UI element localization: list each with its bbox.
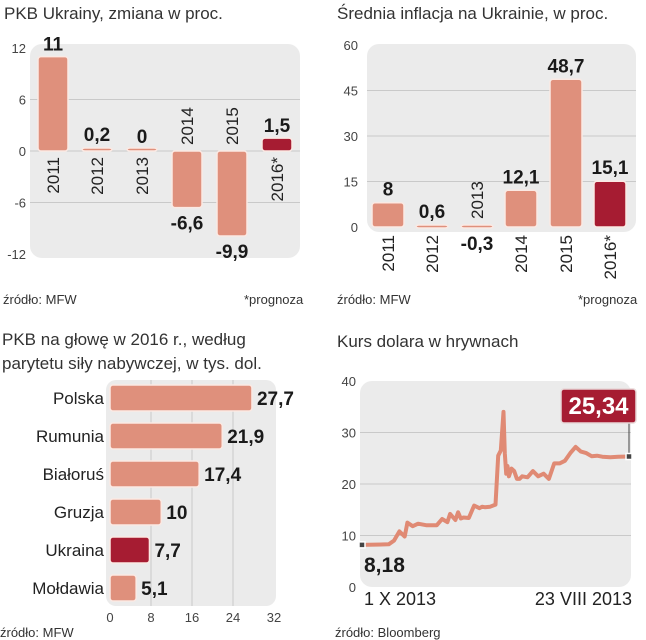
chart2-category-label: 2013 bbox=[468, 181, 487, 219]
chart3-category-label: Rumunia bbox=[36, 427, 105, 446]
chart1-note: *prognoza bbox=[244, 292, 304, 307]
chart4-ytick-label: 10 bbox=[342, 529, 356, 544]
chart3-bar bbox=[109, 422, 223, 450]
chart2-value-label: -0,3 bbox=[461, 234, 494, 255]
chart3-bar bbox=[109, 536, 151, 564]
chart1-bar bbox=[37, 55, 69, 152]
chart1-value-label: 0 bbox=[137, 127, 148, 148]
chart3-xtick-label: 24 bbox=[226, 610, 240, 625]
chart1-source: źródło: MFW bbox=[3, 292, 77, 307]
chart4-ytick-label: 40 bbox=[342, 374, 356, 389]
chart1-ytick-label: 6 bbox=[19, 93, 26, 108]
chart3-category-label: Gruzja bbox=[54, 503, 105, 522]
chart3-value-label: 10 bbox=[166, 503, 187, 524]
chart3-title-line2: parytetu siły nabywczej, w tys. dol. bbox=[2, 354, 262, 373]
chart1-category-label: 2016* bbox=[268, 157, 287, 202]
chart1-bar bbox=[171, 150, 203, 209]
chart1-ytick-label: -6 bbox=[14, 196, 26, 211]
chart3-value-label: 5,1 bbox=[141, 579, 168, 600]
chart4-x-start-label: 1 X 2013 bbox=[364, 589, 436, 609]
chart3-bar bbox=[109, 574, 137, 602]
chart3-value-label: 7,7 bbox=[154, 541, 180, 562]
chart4-ytick-label: 20 bbox=[342, 477, 356, 492]
chart3-category-label: Ukraina bbox=[45, 541, 104, 560]
chart2-category-label: 2014 bbox=[512, 235, 531, 273]
chart2-value-label: 15,1 bbox=[592, 158, 629, 179]
chart2-value-label: 12,1 bbox=[503, 167, 540, 188]
chart2-ytick-label: 60 bbox=[344, 38, 358, 53]
chart1-category-label: 2014 bbox=[178, 107, 197, 145]
chart4-series-line bbox=[360, 409, 631, 547]
chart3-value-label: 27,7 bbox=[257, 389, 294, 410]
chart2-source: źródło: MFW bbox=[337, 292, 411, 307]
chart2-bar bbox=[593, 180, 627, 228]
chart1-value-label: 0,2 bbox=[84, 125, 110, 146]
chart4-source: źródło: Bloomberg bbox=[335, 625, 441, 640]
chart2-ytick-label: 15 bbox=[344, 175, 358, 190]
chart4-callout-box bbox=[560, 388, 637, 424]
chart1-title: PKB Ukrainy, zmiana w proc. bbox=[4, 4, 223, 23]
chart3-plot-area bbox=[106, 380, 276, 606]
chart2-bar bbox=[371, 201, 405, 228]
chart2-bar bbox=[415, 224, 449, 229]
chart1-bar bbox=[126, 147, 158, 152]
chart3-bar bbox=[109, 498, 162, 526]
chart3-title-line1: PKB na głowę w 2016 r., według bbox=[2, 330, 246, 349]
chart1-bar bbox=[216, 150, 248, 237]
chart1-ytick-label: 0 bbox=[19, 144, 26, 159]
chart3-value-label: 21,9 bbox=[227, 427, 264, 448]
chart1-value-label: -9,9 bbox=[216, 242, 249, 263]
chart3-xtick-label: 16 bbox=[185, 610, 199, 625]
chart4-end-value-label: 25,34 bbox=[568, 393, 629, 420]
chart3-xtick-label: 0 bbox=[106, 610, 113, 625]
chart2-category-label: 2011 bbox=[379, 235, 398, 272]
chart3-category-label: Białoruś bbox=[43, 465, 104, 484]
chart2-bar bbox=[549, 78, 583, 228]
chart2-note: *prognoza bbox=[578, 292, 638, 307]
chart4-x-end-label: 23 VIII 2013 bbox=[535, 589, 632, 609]
chart2-value-label: 0,6 bbox=[419, 202, 445, 223]
chart1-category-label: 2015 bbox=[223, 107, 242, 145]
chart3-xtick-label: 8 bbox=[147, 610, 154, 625]
chart2-value-label: 8 bbox=[383, 180, 394, 201]
chart2-category-label: 2015 bbox=[557, 235, 576, 273]
chart2-category-label: 2012 bbox=[423, 235, 442, 273]
chart2-ytick-label: 30 bbox=[344, 129, 358, 144]
chart2-ytick-label: 45 bbox=[344, 84, 358, 99]
chart1-value-label: -6,6 bbox=[171, 214, 204, 235]
chart3-bar bbox=[109, 384, 253, 412]
chart1-bar bbox=[261, 137, 293, 152]
chart2-value-label: 48,7 bbox=[548, 56, 585, 77]
chart1-bar bbox=[81, 147, 113, 152]
chart2-bar bbox=[460, 224, 494, 229]
chart3-source: źródło: MFW bbox=[0, 625, 74, 640]
chart2-ytick-label: 0 bbox=[351, 220, 358, 235]
chart2-category-label: 2016* bbox=[601, 235, 620, 280]
chart3-xtick-label: 32 bbox=[267, 610, 281, 625]
chart2-bar bbox=[504, 189, 538, 228]
chart1-value-label: 1,5 bbox=[264, 116, 291, 137]
chart4-ytick-label: 0 bbox=[349, 580, 356, 595]
chart4-title: Kurs dolara w hrywnach bbox=[337, 332, 519, 351]
chart1-category-label: 2012 bbox=[88, 157, 107, 195]
chart4-start-value-label: 8,18 bbox=[364, 554, 405, 577]
chart1-value-label: 11 bbox=[43, 35, 64, 56]
chart1-ytick-label: -12 bbox=[7, 247, 26, 262]
chart4-start-marker bbox=[358, 541, 366, 549]
chart1-category-label: 2011 bbox=[44, 157, 63, 194]
chart4-ytick-label: 30 bbox=[342, 426, 356, 441]
chart4-end-marker bbox=[625, 452, 633, 461]
chart3-category-label: Polska bbox=[53, 389, 105, 408]
chart3-value-label: 17,4 bbox=[204, 465, 241, 486]
chart1-ytick-label: 12 bbox=[12, 41, 26, 56]
chart3-category-label: Mołdawia bbox=[32, 579, 104, 598]
chart1-category-label: 2013 bbox=[133, 157, 152, 195]
chart2-title: Średnia inflacja na Ukrainie, w proc. bbox=[337, 4, 609, 23]
chart3-bar bbox=[109, 460, 200, 488]
